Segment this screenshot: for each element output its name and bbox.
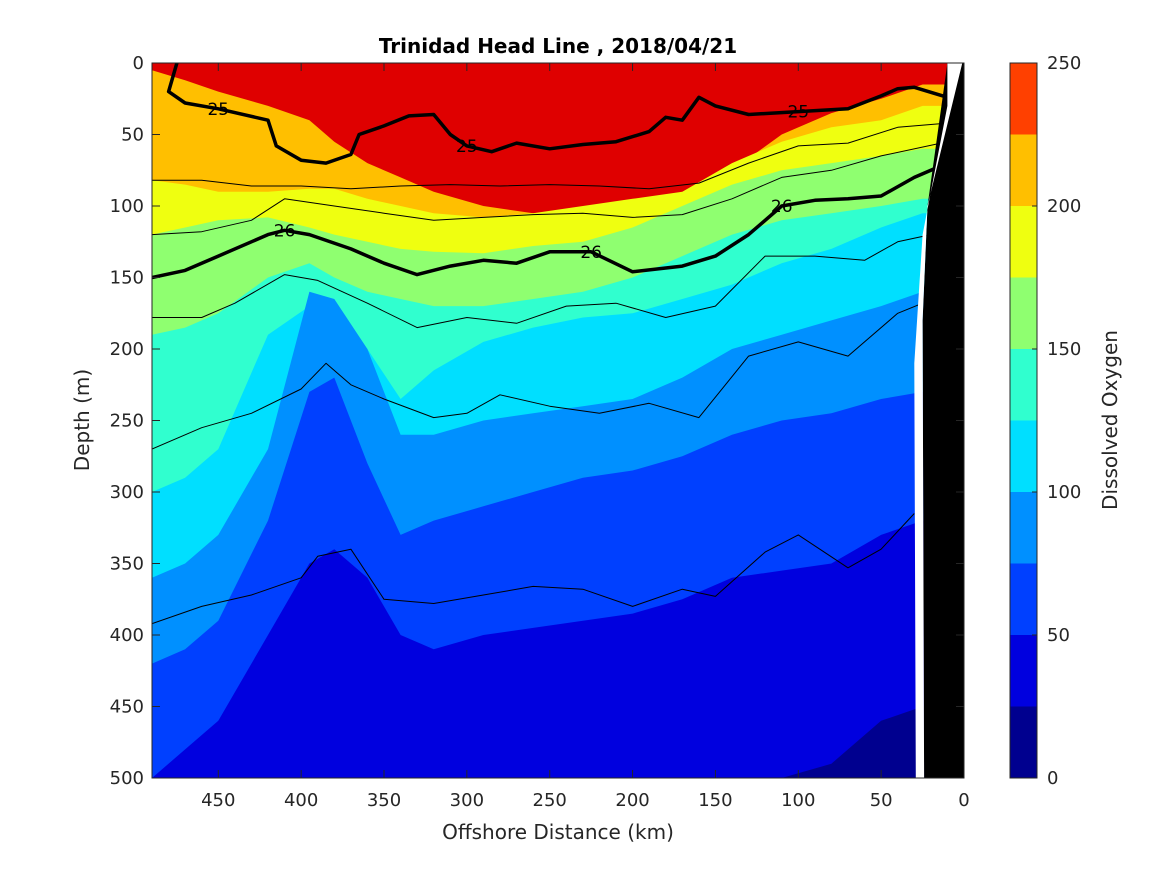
oxygen-band-25 bbox=[152, 706, 964, 778]
colorbar-tick-label: 50 bbox=[1047, 625, 1070, 646]
y-tick-label: 150 bbox=[110, 268, 144, 289]
y-tick-label: 500 bbox=[110, 768, 144, 789]
colorbar-segment bbox=[1010, 277, 1037, 349]
colorbar-segment bbox=[1010, 63, 1037, 135]
density-contour-thin-5 bbox=[152, 302, 923, 450]
colorbar-tick-label: 250 bbox=[1047, 53, 1081, 74]
colorbar-tick-label: 200 bbox=[1047, 196, 1081, 217]
colorbar-tick-label: 150 bbox=[1047, 339, 1081, 360]
x-tick-label: 400 bbox=[284, 790, 318, 811]
chart-title: Trinidad Head Line , 2018/04/21 bbox=[379, 34, 737, 58]
density-contour-thin-2 bbox=[152, 122, 948, 190]
y-tick-label: 450 bbox=[110, 697, 144, 718]
contour-label: 26 bbox=[274, 221, 296, 241]
x-tick-label: 250 bbox=[533, 790, 567, 811]
colorbar-tick-label: 0 bbox=[1047, 768, 1058, 789]
contour-label: 26 bbox=[580, 243, 602, 263]
colorbar-segment bbox=[1010, 706, 1037, 778]
colorbar-tick-label: 100 bbox=[1047, 482, 1081, 503]
contour-label: 25 bbox=[207, 100, 229, 120]
contour-label: 25 bbox=[456, 137, 478, 157]
colorbar: 0 50 100 150 200 250 bbox=[1009, 53, 1081, 789]
density-contour-thin-4 bbox=[152, 234, 932, 329]
density-contour-25 bbox=[166, 63, 948, 165]
colorbar-segment bbox=[1010, 420, 1037, 492]
x-axis-label: Offshore Distance (km) bbox=[442, 820, 674, 844]
y-tick-label: 200 bbox=[110, 339, 144, 360]
y-tick-label: 0 bbox=[133, 53, 144, 74]
y-axis-label: Depth (m) bbox=[70, 369, 94, 471]
y-tick-label: 350 bbox=[110, 554, 144, 575]
y-tick-label: 300 bbox=[110, 482, 144, 503]
colorbar-segment bbox=[1010, 492, 1037, 564]
x-axis: 450 400 350 300 250 200 150 100 50 0 bbox=[201, 63, 970, 811]
plot-area bbox=[152, 63, 964, 778]
x-tick-label: 300 bbox=[450, 790, 484, 811]
y-tick-label: 250 bbox=[110, 411, 144, 432]
colorbar-segment bbox=[1010, 206, 1037, 278]
contour-label: 25 bbox=[787, 103, 809, 123]
bottom-topography-land bbox=[922, 63, 964, 778]
x-tick-label: 100 bbox=[781, 790, 815, 811]
density-contour-26 bbox=[152, 161, 949, 280]
y-tick-label: 400 bbox=[110, 625, 144, 646]
colorbar-frame bbox=[1009, 62, 1038, 779]
colorbar-segment bbox=[1010, 134, 1037, 206]
density-contour-thin-3 bbox=[152, 141, 948, 236]
y-axis: 0 50 100 150 200 250 300 350 400 450 500 bbox=[110, 53, 964, 789]
y-tick-label: 100 bbox=[110, 196, 144, 217]
x-tick-label: 450 bbox=[201, 790, 235, 811]
oxygen-band-50 bbox=[152, 520, 964, 778]
x-tick-label: 350 bbox=[367, 790, 401, 811]
colorbar-segment bbox=[1010, 635, 1037, 707]
no-data-region bbox=[914, 63, 963, 778]
x-tick-label: 150 bbox=[698, 790, 732, 811]
x-tick-label: 50 bbox=[870, 790, 893, 811]
colorbar-label: Dissolved Oxygen bbox=[1098, 330, 1122, 510]
colorbar-segment bbox=[1010, 349, 1037, 421]
density-contour-thin-6 bbox=[152, 513, 915, 625]
y-tick-label: 50 bbox=[121, 125, 144, 146]
x-tick-label: 200 bbox=[615, 790, 649, 811]
colorbar-segment bbox=[1010, 563, 1037, 635]
x-tick-label: 0 bbox=[958, 790, 969, 811]
contour-label: 26 bbox=[771, 197, 793, 217]
